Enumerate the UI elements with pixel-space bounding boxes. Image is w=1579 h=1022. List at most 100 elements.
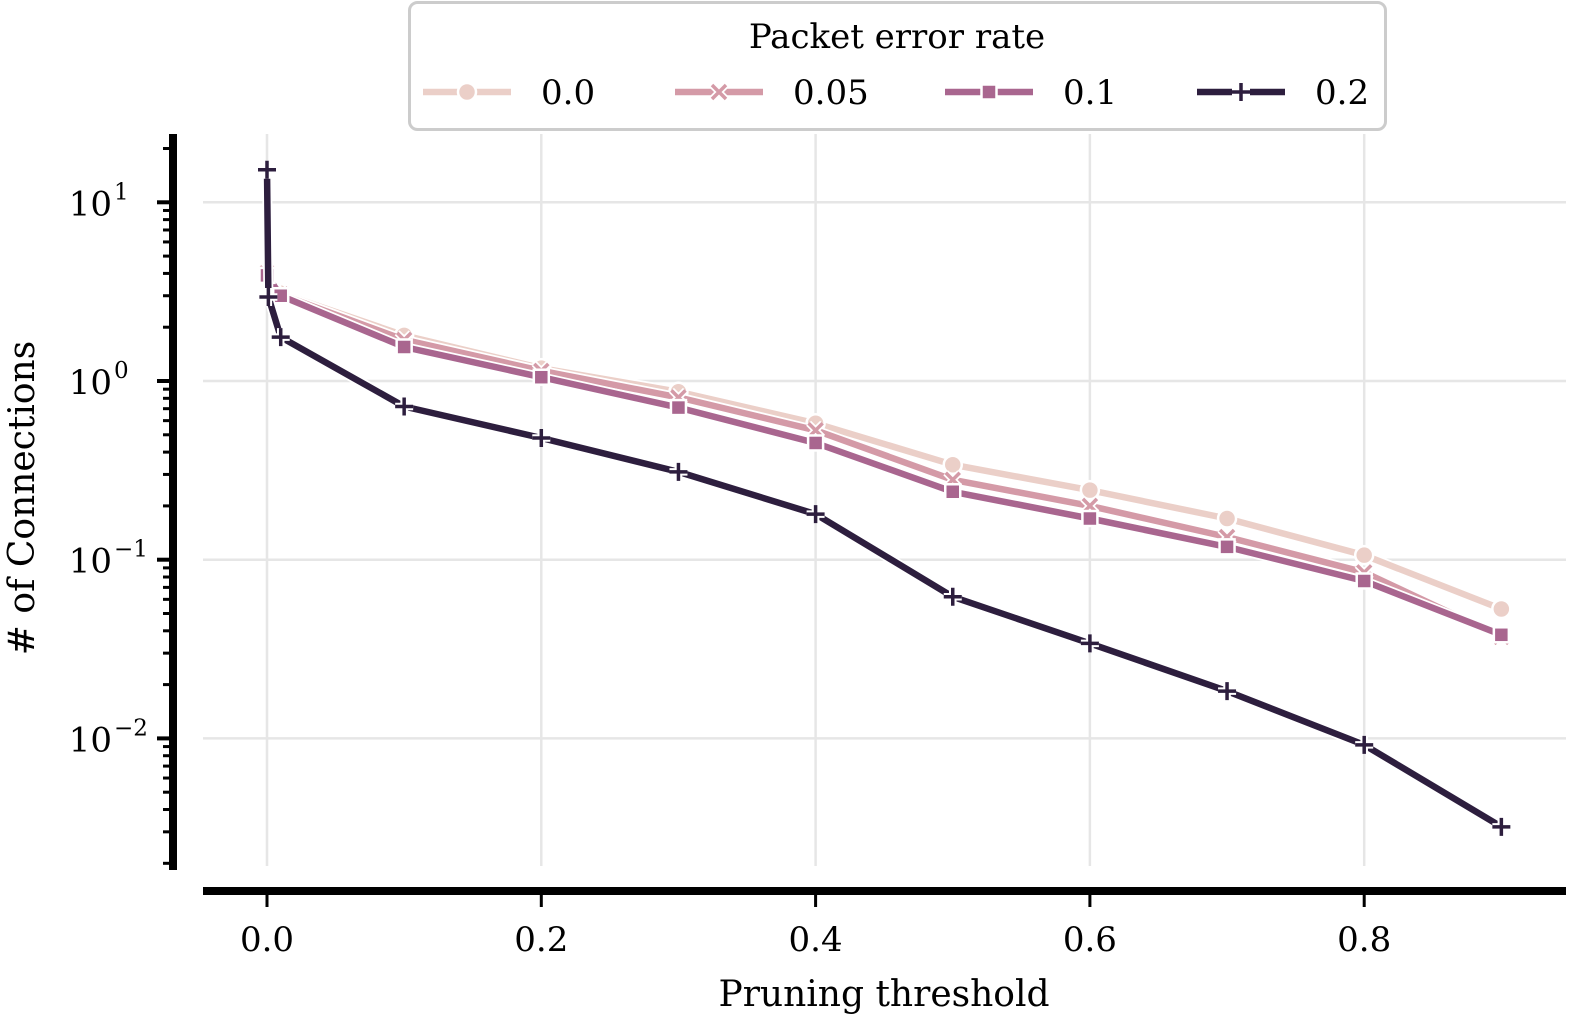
data-point [669, 398, 688, 417]
y-minor-tick [163, 830, 171, 834]
y-minor-tick [163, 861, 171, 865]
square-marker [944, 483, 962, 501]
data-point [1079, 479, 1101, 501]
x-tick-label: 0.6 [1063, 920, 1117, 960]
y-minor-tick [163, 472, 171, 476]
y-minor-tick [163, 745, 171, 749]
square-marker [1081, 509, 1099, 528]
y-minor-tick [163, 218, 171, 222]
y-minor-tick [163, 271, 171, 275]
y-minor-tick [163, 504, 171, 508]
plus-marker [532, 428, 551, 447]
y-minor-tick [163, 387, 171, 391]
y-minor-tick [163, 776, 171, 780]
y-tick-label: 10 [69, 542, 112, 582]
y-minor-tick [163, 208, 171, 212]
y-minor-tick [163, 585, 171, 589]
y-tick-label-exponent: −1 [114, 537, 148, 563]
plus-marker [1232, 83, 1250, 101]
y-minor-tick [163, 629, 171, 633]
y-minor-tick [163, 407, 171, 411]
y-major-tick [157, 379, 171, 383]
y-tick-label-exponent: 0 [114, 358, 129, 384]
y-minor-tick [163, 754, 171, 758]
circle-marker [456, 81, 478, 103]
y-minor-tick [163, 566, 171, 570]
x-major-tick [814, 895, 818, 907]
legend-label: 0.05 [793, 73, 869, 113]
x-major-tick [265, 895, 269, 907]
data-point [1353, 544, 1375, 566]
data-point [806, 434, 825, 452]
data-point [1216, 508, 1238, 529]
data-point [1355, 572, 1373, 590]
series-0.1 [258, 266, 1511, 644]
grid [203, 134, 1566, 866]
y-minor-tick [163, 450, 171, 454]
y-major-tick [157, 557, 171, 562]
y-minor-tick [163, 294, 171, 298]
plus-marker [943, 587, 962, 606]
data-point [532, 428, 551, 447]
data-point [942, 454, 963, 475]
data-point [271, 328, 290, 347]
y-axis-spine [169, 134, 177, 870]
y-minor-tick [163, 683, 171, 687]
data-point [669, 462, 688, 481]
y-minor-tick [163, 228, 171, 232]
plus-marker [1355, 735, 1374, 754]
plus-marker [1492, 817, 1511, 836]
x-tick-label: 0.8 [1337, 920, 1391, 960]
x-tick-label: 0.0 [240, 920, 294, 960]
x-major-tick [539, 895, 543, 907]
data-point [1218, 538, 1236, 556]
plus-marker [258, 160, 276, 179]
legend: Packet error rate 0.0 0.05 0.1 0.2 [408, 1, 1387, 131]
circle-marker [1216, 508, 1238, 529]
plus-marker [259, 288, 278, 307]
plus-marker [271, 328, 290, 347]
circle-marker [1079, 479, 1101, 501]
y-minor-tick [163, 396, 171, 400]
data-point [1492, 626, 1511, 644]
legend-frame [408, 1, 1387, 131]
square-marker [1355, 572, 1373, 590]
plus-marker [1218, 682, 1237, 701]
data-point [1355, 735, 1374, 754]
y-tick-label: 10 [69, 720, 112, 760]
legend-entries: 0.0 0.05 0.1 0.2 [423, 73, 1369, 113]
y-minor-tick [163, 419, 171, 423]
y-minor-tick [163, 611, 171, 615]
legend-entry-0.1: 0.1 [945, 73, 1117, 113]
y-axis-label: # of Connections [2, 341, 43, 655]
data-point [258, 160, 276, 179]
data-point [395, 397, 414, 416]
y-tick-label-exponent: 1 [114, 179, 129, 205]
plus-marker [806, 505, 825, 524]
y-minor-tick [163, 575, 171, 579]
x-tick-label: 0.4 [789, 920, 843, 960]
x-tick-label: 0.2 [514, 920, 568, 960]
y-minor-tick [163, 147, 171, 151]
square-marker [980, 83, 998, 101]
x-major-tick [1362, 895, 1366, 907]
circle-marker [1353, 544, 1375, 566]
legend-entry-0.2: 0.2 [1197, 73, 1369, 113]
y-minor-tick [163, 597, 171, 601]
data-point [259, 288, 278, 307]
data-point [943, 587, 962, 606]
y-minor-tick [163, 651, 171, 655]
data-point [806, 505, 825, 524]
series-0.05 [257, 263, 1511, 647]
y-tick-label-exponent: −2 [114, 715, 148, 741]
x-major-tick [1088, 895, 1092, 907]
y-minor-tick [163, 433, 171, 437]
square-marker [1492, 626, 1511, 644]
y-minor-tick [163, 325, 171, 329]
legend-title: Packet error rate [749, 17, 1045, 57]
data-point [1080, 634, 1099, 653]
x-marker [710, 83, 728, 101]
